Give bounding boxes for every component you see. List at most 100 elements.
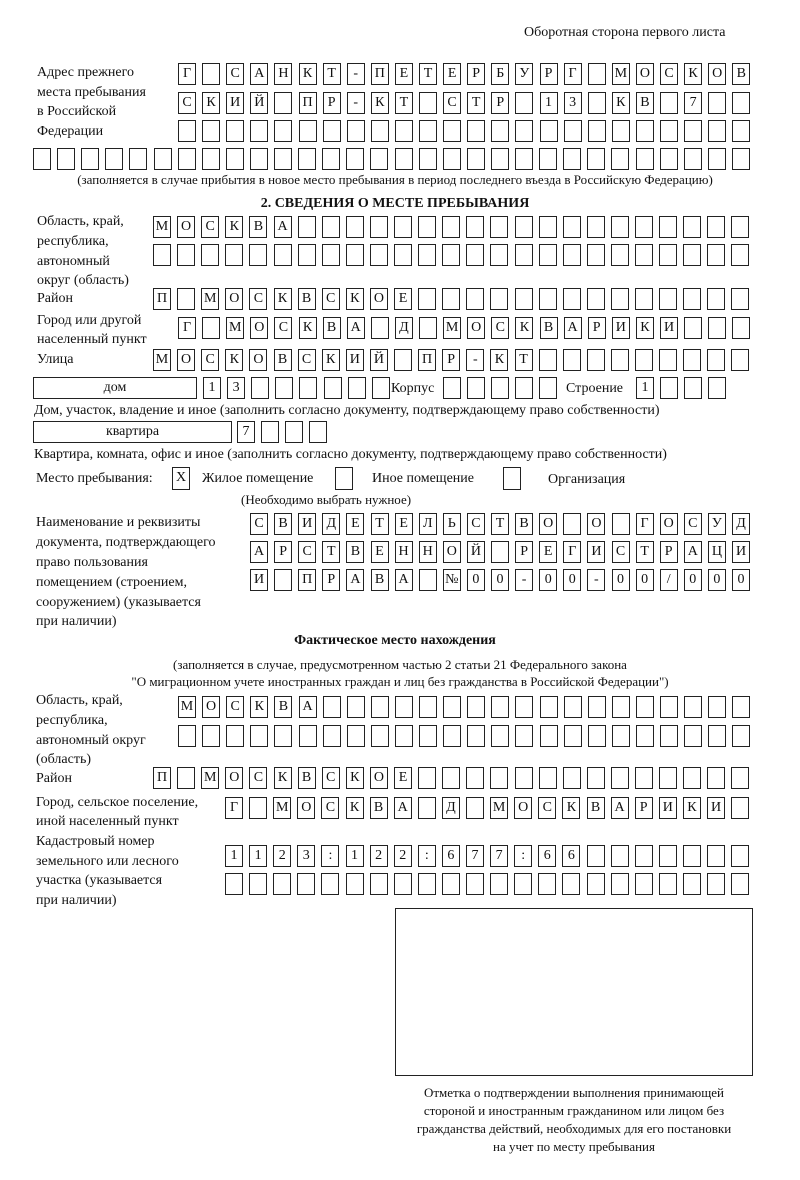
prev-address-row-2-cell[interactable]: Й: [250, 92, 269, 114]
city-row-cell[interactable]: М: [443, 317, 462, 339]
actual-region-row-1-cell[interactable]: М: [178, 696, 196, 718]
prev-address-row-1-cell[interactable]: Г: [563, 63, 582, 85]
region-row-2-cell[interactable]: [394, 244, 412, 266]
building-row-cell[interactable]: [708, 377, 727, 399]
street-row-cell[interactable]: [538, 349, 557, 371]
doc-row-1-cell[interactable]: [611, 513, 630, 535]
prev-address-row-2-cell[interactable]: И: [226, 92, 245, 114]
doc-row-3-cell[interactable]: 0: [635, 569, 654, 591]
prev-address-row-4-cell[interactable]: [563, 148, 582, 170]
cadastral-row-2-cell[interactable]: [225, 873, 243, 895]
region-row-2-cell[interactable]: [321, 244, 340, 266]
prev-address-row-4-cell[interactable]: [225, 148, 244, 170]
actual-district-row-cell[interactable]: К: [273, 767, 292, 789]
actual-region-row-2-cell[interactable]: [419, 725, 437, 747]
prev-address-row-3-cell[interactable]: [635, 120, 654, 142]
doc-row-2-cell[interactable]: С: [298, 541, 317, 563]
city-row-cell[interactable]: [370, 317, 389, 339]
prev-address-row-1-cell[interactable]: Б: [491, 63, 510, 85]
doc-row-2-cell[interactable]: Т: [635, 541, 654, 563]
prev-address-row-1-cell[interactable]: Р: [467, 63, 486, 85]
city-row-cell[interactable]: С: [491, 317, 510, 339]
actual-district-row-cell[interactable]: В: [297, 767, 316, 789]
region-row-2-cell[interactable]: [490, 244, 509, 266]
cadastral-row-2-cell[interactable]: [273, 873, 292, 895]
actual-region-row-1-cell[interactable]: К: [250, 696, 269, 718]
korpus-row-cell[interactable]: [443, 377, 461, 399]
prev-address-row-4-cell[interactable]: [683, 148, 702, 170]
cadastral-row-1-cell[interactable]: :: [514, 845, 533, 867]
actual-city-row-cell[interactable]: И: [707, 797, 725, 819]
region-row-1-cell[interactable]: А: [273, 216, 292, 238]
flat-number-row-cell[interactable]: [309, 421, 328, 443]
prev-address-row-3-cell[interactable]: [250, 120, 269, 142]
actual-city-row-cell[interactable]: Г: [225, 797, 243, 819]
actual-region-row-1-cell[interactable]: [660, 696, 678, 718]
actual-region-row-2-cell[interactable]: [563, 725, 582, 747]
district-row-cell[interactable]: [635, 288, 653, 310]
actual-region-row-1-cell[interactable]: [515, 696, 534, 718]
actual-district-row-cell[interactable]: [514, 767, 533, 789]
doc-row-2-cell[interactable]: В: [346, 541, 365, 563]
cadastral-row-2-cell[interactable]: [321, 873, 340, 895]
actual-district-row-cell[interactable]: С: [249, 767, 268, 789]
prev-address-row-4-cell[interactable]: [105, 148, 124, 170]
doc-row-3-cell[interactable]: /: [659, 569, 678, 591]
actual-district-row-cell[interactable]: [659, 767, 678, 789]
prev-address-row-3-cell[interactable]: [563, 120, 582, 142]
district-row-cell[interactable]: М: [201, 288, 220, 310]
doc-row-3-cell[interactable]: 0: [466, 569, 485, 591]
city-row-cell[interactable]: К: [635, 317, 654, 339]
doc-row-1-cell[interactable]: И: [298, 513, 317, 535]
actual-region-row-1-cell[interactable]: В: [274, 696, 293, 718]
city-row-cell[interactable]: Д: [394, 317, 413, 339]
prev-address-row-4-cell[interactable]: [201, 148, 220, 170]
actual-region-row-2-cell[interactable]: [732, 725, 751, 747]
korpus-row-cell[interactable]: [515, 377, 534, 399]
region-row-1-cell[interactable]: [514, 216, 533, 238]
actual-region-row-1-cell[interactable]: [708, 696, 727, 718]
prev-address-row-2-cell[interactable]: К: [202, 92, 221, 114]
actual-region-row-1-cell[interactable]: [467, 696, 486, 718]
actual-region-row-1-cell[interactable]: С: [226, 696, 245, 718]
korpus-row-cell[interactable]: [467, 377, 486, 399]
doc-row-2-cell[interactable]: И: [587, 541, 606, 563]
region-row-1-cell[interactable]: [442, 216, 461, 238]
prev-address-row-2-cell[interactable]: Р: [322, 92, 341, 114]
street-row-cell[interactable]: Р: [442, 349, 461, 371]
korpus-row-cell[interactable]: [491, 377, 510, 399]
region-row-2-cell[interactable]: [345, 244, 364, 266]
cadastral-row-2-cell[interactable]: [658, 873, 677, 895]
actual-city-row-cell[interactable]: В: [369, 797, 388, 819]
cadastral-row-2-cell[interactable]: [369, 873, 388, 895]
actual-region-row-2-cell[interactable]: [708, 725, 727, 747]
doc-row-1-cell[interactable]: Т: [491, 513, 509, 535]
flat-number-row-cell[interactable]: 7: [237, 421, 255, 443]
actual-region-row-1-cell[interactable]: [587, 696, 606, 718]
prev-address-row-4-cell[interactable]: [442, 148, 461, 170]
region-row-2-cell[interactable]: [683, 244, 702, 266]
district-row-cell[interactable]: О: [369, 288, 388, 310]
house-number-row-cell[interactable]: [299, 377, 318, 399]
prev-address-row-2-cell[interactable]: [587, 92, 606, 114]
street-row-cell[interactable]: И: [345, 349, 364, 371]
city-row-cell[interactable]: [684, 317, 703, 339]
prev-address-row-1-cell[interactable]: О: [635, 63, 654, 85]
street-row-cell[interactable]: [394, 349, 412, 371]
prev-address-row-3-cell[interactable]: [202, 120, 221, 142]
actual-region-row-1-cell[interactable]: [539, 696, 558, 718]
doc-row-1-cell[interactable]: О: [587, 513, 606, 535]
doc-row-3-cell[interactable]: А: [346, 569, 365, 591]
prev-address-row-3-cell[interactable]: [419, 120, 437, 142]
actual-region-row-2-cell[interactable]: [298, 725, 317, 747]
prev-address-row-4-cell[interactable]: [249, 148, 268, 170]
doc-row-2-cell[interactable]: А: [683, 541, 702, 563]
actual-region-row-1-cell[interactable]: [443, 696, 462, 718]
actual-city-row-cell[interactable]: О: [297, 797, 316, 819]
region-row-1-cell[interactable]: [297, 216, 316, 238]
cadastral-row-1-cell[interactable]: [707, 845, 725, 867]
actual-region-row-1-cell[interactable]: [322, 696, 341, 718]
district-row-cell[interactable]: [177, 288, 196, 310]
actual-region-row-1-cell[interactable]: [346, 696, 365, 718]
city-row-cell[interactable]: Р: [587, 317, 606, 339]
